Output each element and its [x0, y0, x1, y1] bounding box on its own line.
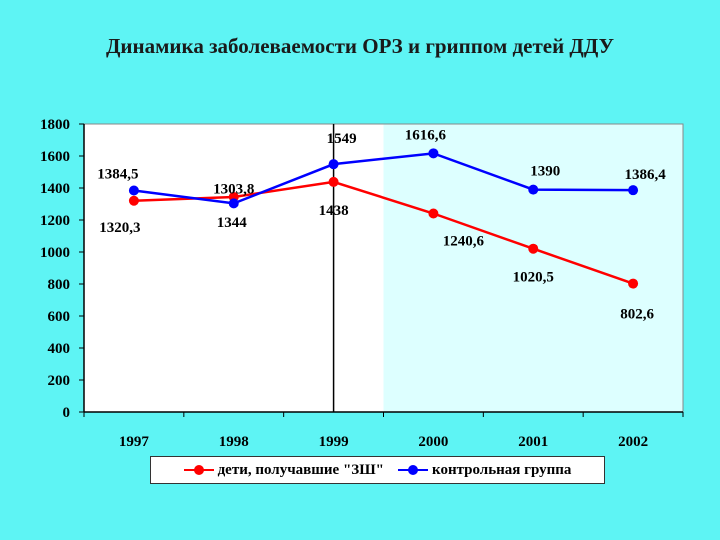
y-tick-label: 400 [48, 341, 71, 357]
legend-label-series-2: контрольная группа [432, 461, 572, 478]
y-tick-label: 1400 [40, 181, 70, 197]
data-point-series-1 [528, 243, 539, 254]
y-tick-label: 1600 [40, 149, 70, 165]
data-label-series-2: 1390 [530, 164, 560, 180]
y-tick-label: 1200 [40, 213, 70, 229]
x-tick-label: 2001 [518, 434, 548, 450]
data-point-series-2 [328, 159, 339, 170]
data-label-series-1: 802,6 [620, 307, 654, 323]
plot-area-mid [333, 124, 384, 412]
legend-item-series-1: дети, получавшие "ЗШ" [183, 461, 385, 479]
y-tick-label: 600 [48, 309, 71, 325]
data-label-series-2: 1549 [327, 131, 357, 147]
legend-label-series-1: дети, получавшие "ЗШ" [217, 461, 385, 478]
chart-title: Динамика заболеваемости ОРЗ и гриппом де… [105, 34, 614, 58]
data-label-series-1: 1344 [217, 215, 248, 231]
legend-item-series-2: контрольная группа [398, 462, 571, 479]
x-tick-label: 2002 [618, 434, 648, 450]
data-label-series-1: 1320,3 [99, 220, 140, 236]
data-label-series-1: 1240,6 [443, 234, 485, 250]
data-label-series-1: 1020,5 [513, 270, 554, 286]
data-point-series-2 [228, 198, 239, 209]
x-tick-label: 2000 [418, 434, 448, 450]
y-tick-label: 0 [63, 405, 71, 421]
x-tick-label: 1998 [219, 434, 249, 450]
y-tick-label: 200 [48, 373, 71, 389]
x-tick-label: 1999 [319, 434, 349, 450]
data-point-series-1 [428, 208, 439, 219]
data-label-series-2: 1386,4 [624, 167, 666, 183]
data-point-series-2 [528, 184, 539, 195]
data-label-series-2: 1384,5 [97, 166, 138, 182]
y-tick-label: 800 [48, 277, 71, 293]
data-point-series-2 [628, 185, 639, 196]
data-label-series-2: 1616,6 [405, 127, 447, 143]
data-point-series-2 [428, 148, 439, 159]
data-point-series-1 [128, 195, 139, 206]
y-tick-label: 1000 [40, 245, 70, 261]
x-tick-label: 1997 [119, 434, 150, 450]
series-line-2 [133, 152, 634, 205]
y-tick-label: 1800 [40, 117, 70, 133]
data-label-series-2: 1303,8 [213, 181, 254, 197]
legend-swatch-series-2 [398, 464, 429, 476]
plot-area-left [84, 124, 334, 412]
plot-area-right [383, 124, 683, 412]
series-line-1 [133, 180, 634, 285]
data-point-series-1 [628, 278, 639, 289]
data-point-series-2 [128, 185, 139, 196]
chart-legend: дети, получавшие "ЗШ" контрольная группа [150, 456, 605, 484]
data-label-series-1: 1438 [319, 203, 349, 219]
data-point-series-1 [328, 176, 339, 187]
legend-swatch-series-1 [183, 464, 214, 476]
